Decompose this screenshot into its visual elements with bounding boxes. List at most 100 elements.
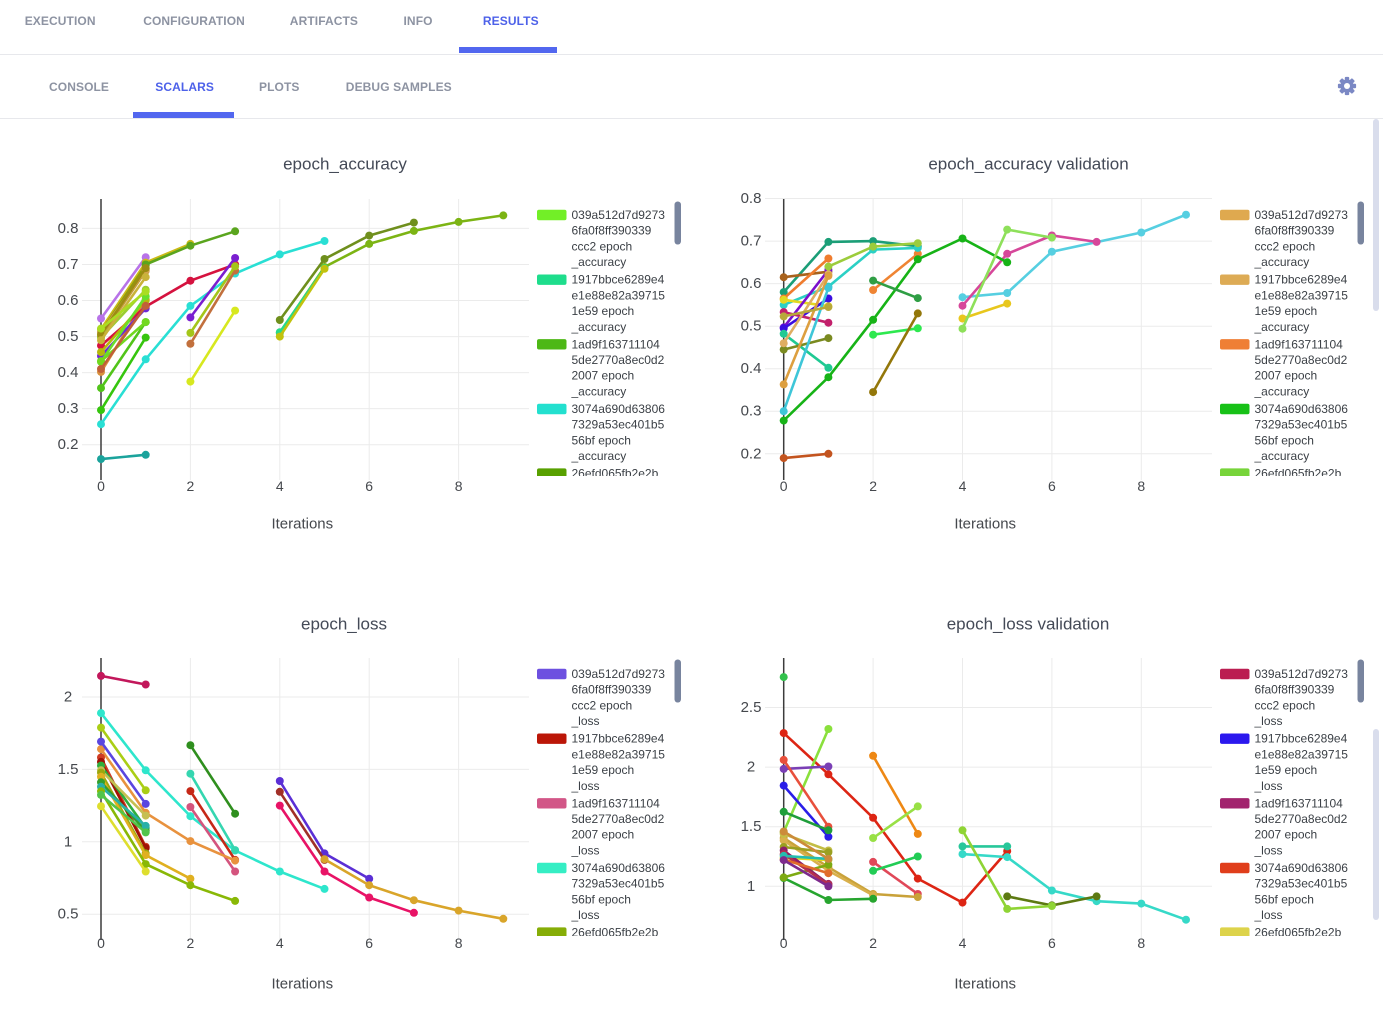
svg-text:1917bbce6289e4: 1917bbce6289e4 <box>1255 273 1348 287</box>
svg-text:5de2770a8ec0d2: 5de2770a8ec0d2 <box>1255 812 1348 826</box>
svg-text:7329a53ec401b5: 7329a53ec401b5 <box>572 877 665 891</box>
svg-text:ccc2 epoch: ccc2 epoch <box>572 239 633 253</box>
svg-text:2007 epoch: 2007 epoch <box>1255 369 1318 383</box>
svg-text:ccc2 epoch: ccc2 epoch <box>1255 698 1316 712</box>
svg-text:039a512d7d9273: 039a512d7d9273 <box>572 667 666 681</box>
svg-text:_loss: _loss <box>571 908 600 922</box>
svg-text:5de2770a8ec0d2: 5de2770a8ec0d2 <box>572 812 665 826</box>
svg-text:039a512d7d9273: 039a512d7d9273 <box>1255 667 1349 681</box>
svg-text:_accuracy: _accuracy <box>571 449 627 463</box>
svg-text:epoch_loss validation: epoch_loss validation <box>947 615 1110 634</box>
svg-text:26efd065fb2e2b: 26efd065fb2e2b <box>1255 926 1342 940</box>
svg-text:_loss: _loss <box>1254 779 1283 793</box>
svg-text:0: 0 <box>780 478 788 494</box>
svg-text:56bf epoch: 56bf epoch <box>1255 892 1314 906</box>
svg-text:2: 2 <box>869 478 877 494</box>
svg-text:0.6: 0.6 <box>58 292 79 309</box>
svg-text:0.6: 0.6 <box>741 275 762 292</box>
svg-text:6fa0f8ff390339: 6fa0f8ff390339 <box>1255 224 1335 238</box>
svg-text:e1e88e82a39715: e1e88e82a39715 <box>572 288 666 302</box>
svg-text:epoch_accuracy validation: epoch_accuracy validation <box>928 155 1128 174</box>
svg-text:1ad9f163711104: 1ad9f163711104 <box>1255 337 1344 351</box>
svg-text:7329a53ec401b5: 7329a53ec401b5 <box>572 418 665 432</box>
svg-text:1e59 epoch: 1e59 epoch <box>1255 304 1318 318</box>
svg-text:5de2770a8ec0d2: 5de2770a8ec0d2 <box>572 353 665 367</box>
svg-text:0.7: 0.7 <box>58 256 79 273</box>
svg-text:0: 0 <box>97 478 105 494</box>
svg-text:2: 2 <box>187 935 195 951</box>
svg-text:8: 8 <box>1137 935 1145 951</box>
svg-text:6: 6 <box>1048 935 1056 951</box>
svg-text:56bf epoch: 56bf epoch <box>572 892 631 906</box>
svg-text:e1e88e82a39715: e1e88e82a39715 <box>1255 747 1349 761</box>
svg-text:56bf epoch: 56bf epoch <box>572 433 631 447</box>
svg-text:0.2: 0.2 <box>741 445 762 462</box>
svg-text:56bf epoch: 56bf epoch <box>1255 433 1314 447</box>
svg-text:_loss: _loss <box>571 843 600 857</box>
svg-text:26efd065fb2e2b: 26efd065fb2e2b <box>1255 467 1342 481</box>
svg-text:0: 0 <box>780 935 788 951</box>
svg-text:4: 4 <box>276 478 284 494</box>
svg-text:1917bbce6289e4: 1917bbce6289e4 <box>1255 732 1348 746</box>
svg-text:0.3: 0.3 <box>58 400 79 417</box>
svg-text:1e59 epoch: 1e59 epoch <box>1255 763 1318 777</box>
svg-text:epoch_loss: epoch_loss <box>301 615 387 634</box>
svg-text:3074a690d63806: 3074a690d63806 <box>572 861 666 875</box>
svg-text:1.5: 1.5 <box>741 818 762 835</box>
svg-text:6fa0f8ff390339: 6fa0f8ff390339 <box>1255 683 1335 697</box>
svg-text:3074a690d63806: 3074a690d63806 <box>1255 861 1349 875</box>
svg-text:_accuracy: _accuracy <box>1254 384 1310 398</box>
svg-text:26efd065fb2e2b: 26efd065fb2e2b <box>572 467 659 481</box>
svg-text:Iterations: Iterations <box>954 976 1016 993</box>
svg-text:8: 8 <box>1137 478 1145 494</box>
svg-text:7329a53ec401b5: 7329a53ec401b5 <box>1255 418 1348 432</box>
svg-text:0.8: 0.8 <box>58 220 79 237</box>
svg-text:e1e88e82a39715: e1e88e82a39715 <box>572 747 666 761</box>
svg-text:_accuracy: _accuracy <box>1254 449 1310 463</box>
svg-text:2: 2 <box>64 689 72 706</box>
svg-text:_accuracy: _accuracy <box>1254 320 1310 334</box>
svg-text:039a512d7d9273: 039a512d7d9273 <box>1255 208 1349 222</box>
svg-text:_loss: _loss <box>1254 843 1283 857</box>
svg-text:0.4: 0.4 <box>741 360 762 377</box>
svg-text:_loss: _loss <box>1254 714 1283 728</box>
svg-text:0.8: 0.8 <box>741 190 762 207</box>
svg-text:2.5: 2.5 <box>741 699 762 716</box>
svg-text:1ad9f163711104: 1ad9f163711104 <box>1255 796 1344 810</box>
svg-text:4: 4 <box>276 935 284 951</box>
svg-text:1.5: 1.5 <box>58 761 79 778</box>
svg-text:ccc2 epoch: ccc2 epoch <box>1255 239 1316 253</box>
svg-text:0.3: 0.3 <box>741 403 762 420</box>
svg-text:_accuracy: _accuracy <box>571 255 627 269</box>
svg-text:8: 8 <box>455 478 463 494</box>
svg-text:0: 0 <box>97 935 105 951</box>
svg-text:Iterations: Iterations <box>954 516 1016 533</box>
svg-text:2: 2 <box>747 759 755 776</box>
svg-text:e1e88e82a39715: e1e88e82a39715 <box>1255 288 1349 302</box>
svg-text:1ad9f163711104: 1ad9f163711104 <box>572 337 661 351</box>
svg-text:1e59 epoch: 1e59 epoch <box>572 763 635 777</box>
svg-text:1917bbce6289e4: 1917bbce6289e4 <box>572 732 665 746</box>
svg-text:0.5: 0.5 <box>58 906 79 923</box>
svg-text:_loss: _loss <box>571 714 600 728</box>
svg-text:6fa0f8ff390339: 6fa0f8ff390339 <box>572 683 652 697</box>
svg-text:1: 1 <box>64 833 72 850</box>
svg-text:_loss: _loss <box>1254 908 1283 922</box>
svg-text:7329a53ec401b5: 7329a53ec401b5 <box>1255 877 1348 891</box>
svg-text:1e59 epoch: 1e59 epoch <box>572 304 635 318</box>
svg-text:6: 6 <box>365 478 373 494</box>
svg-text:1: 1 <box>747 878 755 895</box>
svg-text:_accuracy: _accuracy <box>571 320 627 334</box>
svg-text:0.4: 0.4 <box>58 364 79 381</box>
svg-text:0.5: 0.5 <box>741 318 762 335</box>
svg-text:3074a690d63806: 3074a690d63806 <box>1255 402 1349 416</box>
svg-text:8: 8 <box>455 935 463 951</box>
svg-text:0.7: 0.7 <box>741 233 762 250</box>
svg-text:3074a690d63806: 3074a690d63806 <box>572 402 666 416</box>
svg-text:6fa0f8ff390339: 6fa0f8ff390339 <box>572 224 652 238</box>
svg-text:26efd065fb2e2b: 26efd065fb2e2b <box>572 926 659 940</box>
svg-text:0.2: 0.2 <box>58 436 79 453</box>
svg-text:0.5: 0.5 <box>58 328 79 345</box>
svg-text:Iterations: Iterations <box>271 516 333 533</box>
svg-text:6: 6 <box>365 935 373 951</box>
